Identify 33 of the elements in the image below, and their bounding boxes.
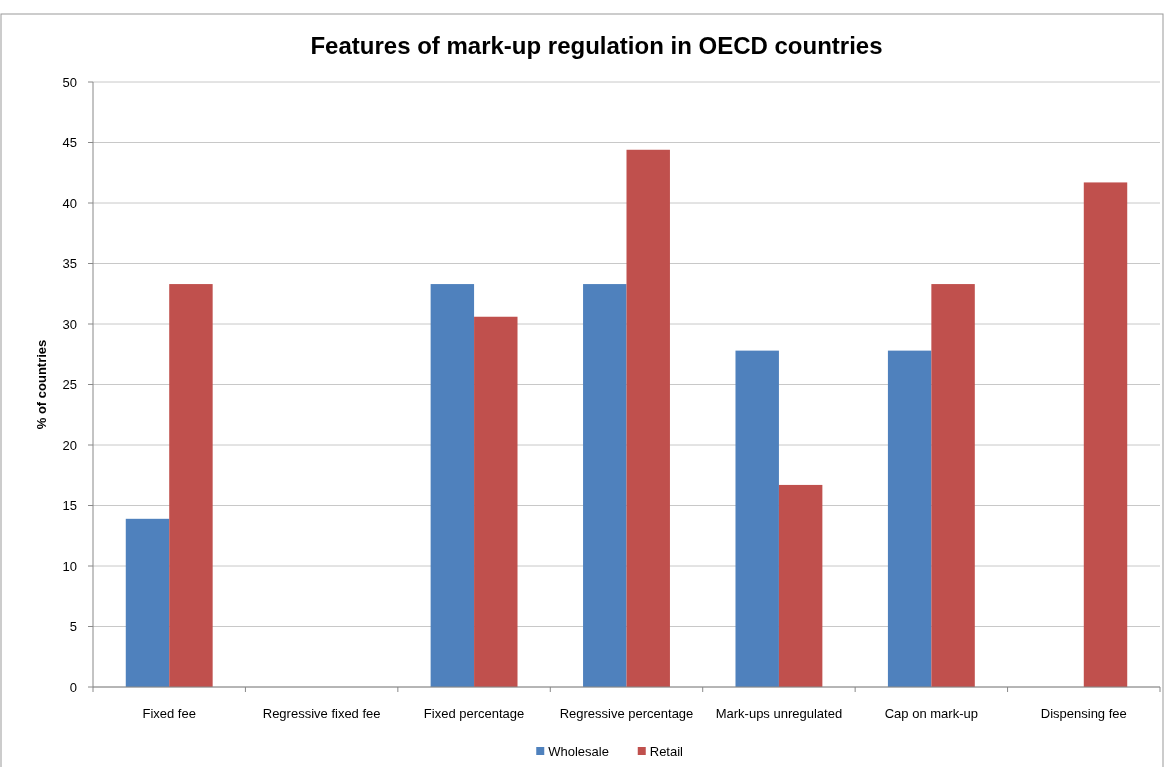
y-axis-title: % of countries bbox=[34, 339, 49, 430]
chart-title: Features of mark-up regulation in OECD countries bbox=[310, 32, 883, 59]
y-tick-label: 20 bbox=[62, 437, 77, 453]
bar bbox=[778, 484, 823, 687]
bar bbox=[887, 350, 932, 687]
y-tick-label: 25 bbox=[62, 377, 77, 393]
y-tick-label: 10 bbox=[62, 558, 77, 574]
bar bbox=[169, 284, 213, 687]
y-tick-label: 50 bbox=[62, 74, 77, 90]
bar bbox=[626, 149, 670, 687]
y-tick-label: 5 bbox=[69, 619, 77, 635]
y-tick-label: 45 bbox=[62, 135, 77, 151]
y-tick-label: 30 bbox=[62, 316, 77, 332]
legend-label: Wholesale bbox=[548, 744, 609, 759]
y-tick-label: 15 bbox=[62, 498, 77, 514]
bar bbox=[474, 316, 518, 687]
bar bbox=[735, 350, 779, 687]
x-tick-label: Cap on mark-up bbox=[884, 706, 978, 721]
bar bbox=[931, 284, 975, 687]
x-tick-label: Dispensing fee bbox=[1040, 706, 1127, 721]
bar bbox=[583, 284, 627, 687]
x-tick-label: Fixed fee bbox=[142, 706, 196, 721]
y-tick-label: 35 bbox=[62, 256, 77, 272]
x-tick-label: Mark-ups unregulated bbox=[715, 706, 843, 721]
y-tick-label: 40 bbox=[62, 195, 77, 211]
legend-label: Retail bbox=[649, 744, 684, 759]
bar bbox=[430, 284, 475, 687]
bar bbox=[125, 518, 170, 687]
y-tick-label: 0 bbox=[69, 679, 77, 695]
bar bbox=[1083, 182, 1128, 687]
x-tick-label: Regressive fixed fee bbox=[262, 706, 381, 721]
x-tick-label: Regressive percentage bbox=[559, 706, 694, 721]
x-tick-label: Fixed percentage bbox=[423, 706, 525, 721]
